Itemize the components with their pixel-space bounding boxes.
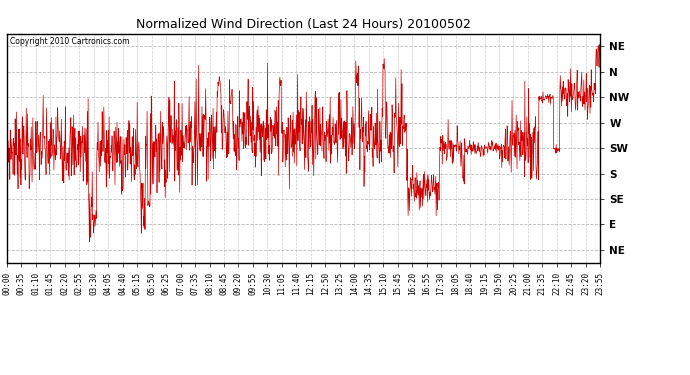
Text: Copyright 2010 Cartronics.com: Copyright 2010 Cartronics.com <box>10 37 129 46</box>
Title: Normalized Wind Direction (Last 24 Hours) 20100502: Normalized Wind Direction (Last 24 Hours… <box>136 18 471 31</box>
